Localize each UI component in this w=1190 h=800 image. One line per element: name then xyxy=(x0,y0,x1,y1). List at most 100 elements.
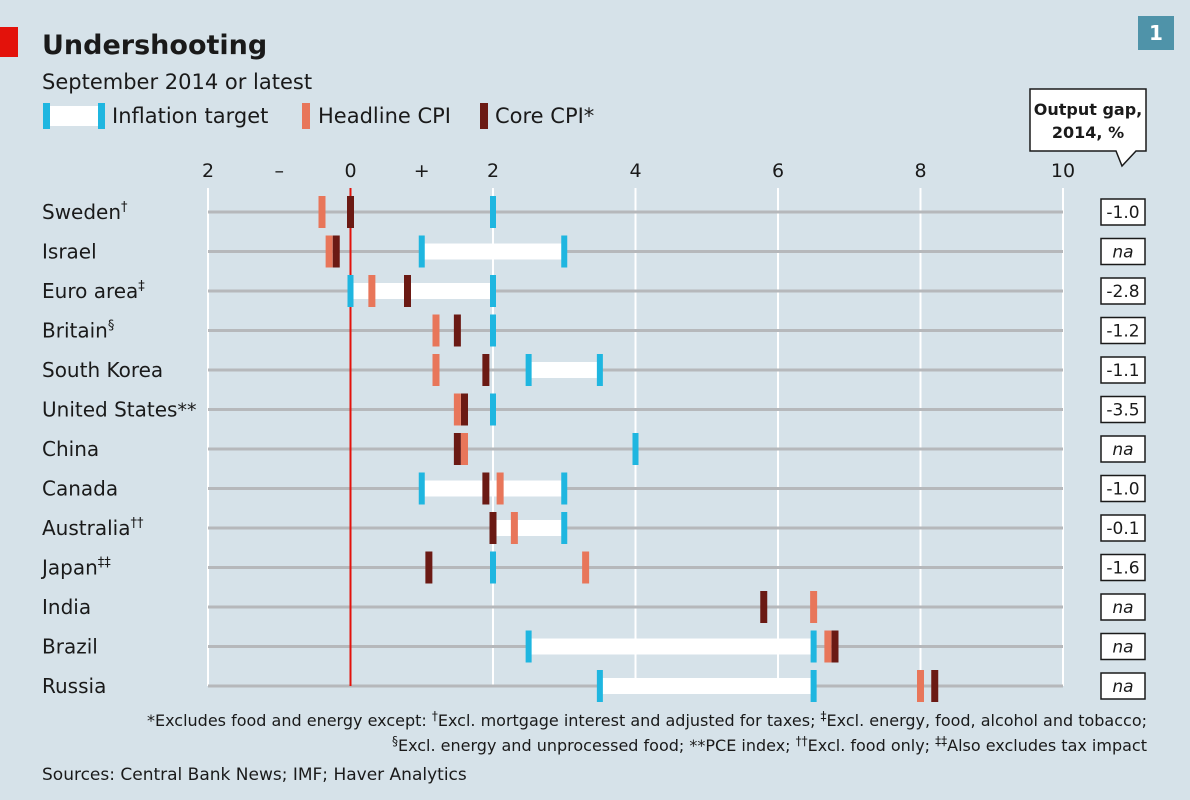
country-label: Sweden† xyxy=(42,200,128,224)
footnote-symbol: † xyxy=(432,709,438,723)
core-cpi-mark xyxy=(461,393,468,426)
headline-cpi-mark xyxy=(810,591,818,623)
chart-subtitle: September 2014 or latest xyxy=(42,70,312,94)
target-range-high xyxy=(490,275,496,307)
country-label: Japan‡‡ xyxy=(40,556,111,580)
target-range-high xyxy=(810,670,817,702)
sources-note: Sources: Central Bank News; IMF; Haver A… xyxy=(42,765,467,785)
country-name: Australia xyxy=(42,516,130,540)
headline-cpi-mark xyxy=(325,235,333,268)
footnote-text: Also excludes tax impact xyxy=(947,736,1147,755)
output-gap-box xyxy=(1100,553,1146,582)
country-label: Canada xyxy=(42,477,118,501)
headline-cpi-mark xyxy=(582,551,590,584)
target-range-low xyxy=(418,235,425,268)
x-tick-label: 0 xyxy=(344,160,356,182)
output-gap-box xyxy=(1100,474,1146,503)
footnote-text: Excl. mortgage interest and adjusted for… xyxy=(438,711,821,730)
footnote-symbol: ‡‡ xyxy=(935,734,947,748)
target-range-bar xyxy=(599,678,814,694)
core-cpi-mark xyxy=(453,433,461,465)
chart-number-badge xyxy=(1138,16,1174,50)
output-gap-box xyxy=(1100,632,1146,661)
core-cpi-mark xyxy=(347,196,354,228)
output-gap-value: na xyxy=(1112,638,1133,658)
chart-number-text: 1 xyxy=(1149,21,1163,45)
output-gap-value: na xyxy=(1112,243,1133,263)
target-range-high xyxy=(561,235,568,268)
legend-target-label: Inflation target xyxy=(112,104,268,128)
footnote-text: Excl. energy, food, alcohol and tobacco; xyxy=(827,711,1147,730)
x-tick-label: 10 xyxy=(1051,160,1075,182)
output-gap-box xyxy=(1100,198,1146,226)
core-cpi-mark xyxy=(425,551,433,584)
headline-cpi-mark xyxy=(318,196,326,228)
headline-cpi-mark xyxy=(432,354,440,386)
output-gap-value: -1.6 xyxy=(1106,559,1139,579)
target-point xyxy=(490,314,496,347)
core-cpi-mark xyxy=(931,670,939,702)
target-range-bar xyxy=(421,243,565,260)
footnote-text: Excl. food only; xyxy=(808,736,935,755)
output-gap-value: -1.2 xyxy=(1106,322,1139,342)
output-gap-box xyxy=(1100,672,1146,700)
country-footnote-mark: †† xyxy=(130,516,144,531)
output-gap-column: -1.0 na -2.8 -1.2 -1.1 -3.5 na -1.0 -0.1 -1.6 na na… xyxy=(1100,198,1146,700)
target-range-bar xyxy=(493,520,565,536)
output-gap-box xyxy=(1100,435,1146,463)
headline-cpi-mark xyxy=(824,630,832,663)
output-gap-box xyxy=(1100,356,1146,384)
footnote-text: *Excludes food and energy except: xyxy=(147,711,432,730)
legend-core-swatch xyxy=(480,103,488,129)
footnote-text: Excl. energy and unprocessed food; **PCE… xyxy=(398,736,796,755)
country-name: Russia xyxy=(42,674,106,698)
target-range-low xyxy=(347,275,354,307)
target-point xyxy=(632,433,639,465)
output-gap-header-line2: 2014, % xyxy=(1052,123,1124,142)
legend-headline-swatch xyxy=(302,103,310,129)
target-range-bar xyxy=(528,638,814,655)
footnote-line-1: *Excludes food and energy except: †Excl.… xyxy=(147,709,1147,730)
legend-core-label: Core CPI* xyxy=(495,104,594,128)
footnote-line-2: §Excl. energy and unprocessed food; **PC… xyxy=(392,734,1147,755)
country-name: Euro area xyxy=(42,279,138,303)
country-label: Australia†† xyxy=(42,516,144,540)
core-cpi-mark xyxy=(404,275,411,307)
target-range-low xyxy=(418,472,425,505)
output-gap-value: -0.1 xyxy=(1106,519,1139,539)
output-gap-header-line1: Output gap, xyxy=(1034,100,1142,119)
country-name: Britain xyxy=(42,319,108,343)
country-name: Japan xyxy=(40,556,98,580)
x-tick-label: 2 xyxy=(202,160,214,182)
target-range-high xyxy=(596,354,603,386)
country-footnote-mark: ** xyxy=(177,400,196,422)
country-name: United States xyxy=(42,398,177,422)
footnote-symbol: †† xyxy=(796,734,808,748)
legend-headline-label: Headline CPI xyxy=(318,104,451,128)
output-gap-box xyxy=(1100,277,1146,305)
headline-cpi-mark xyxy=(917,670,924,702)
country-label: South Korea xyxy=(42,358,163,382)
footnote-symbol: ‡ xyxy=(821,709,827,723)
output-gap-value: na xyxy=(1112,598,1133,618)
target-point xyxy=(490,196,496,228)
output-gap-value: -1.1 xyxy=(1106,361,1139,381)
country-label: India xyxy=(42,595,91,619)
output-gap-value: na xyxy=(1112,440,1133,460)
core-cpi-mark xyxy=(482,472,490,505)
core-cpi-mark xyxy=(760,591,768,623)
output-gap-callout: Output gap, 2014, % xyxy=(1029,88,1147,168)
headline-cpi-mark xyxy=(432,314,440,347)
target-range-bar xyxy=(350,283,493,299)
target-range-low xyxy=(525,630,532,663)
core-cpi-mark xyxy=(332,235,340,268)
target-range-high xyxy=(561,472,568,505)
country-name: Sweden xyxy=(42,200,121,224)
country-footnote-mark: § xyxy=(108,319,115,334)
country-labels: Sweden† Israel Euro area‡ Britain§ South Kor… xyxy=(40,200,196,698)
core-cpi-mark xyxy=(489,512,497,544)
headline-cpi-mark xyxy=(368,275,376,307)
target-point xyxy=(490,551,496,584)
core-cpi-mark xyxy=(453,314,461,347)
